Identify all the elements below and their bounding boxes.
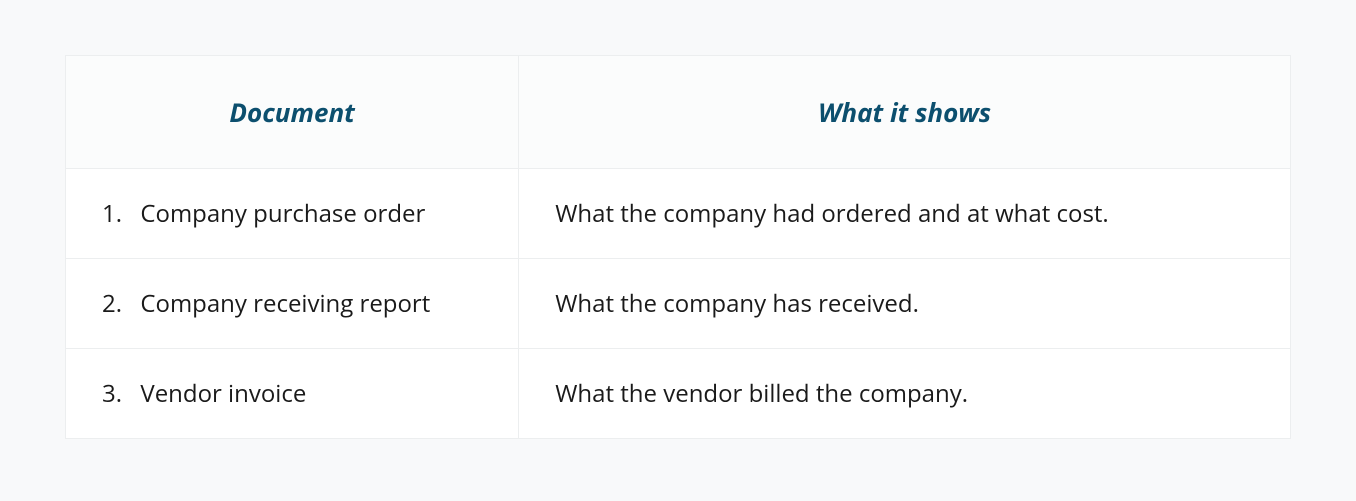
cell-document: 2.Company receiving report: [66, 259, 519, 349]
row-number: 2.: [102, 287, 140, 320]
header-what-it-shows: What it shows: [519, 56, 1291, 169]
document-name: Company receiving report: [140, 287, 430, 320]
document-name: Company purchase order: [140, 197, 425, 230]
row-number: 1.: [102, 197, 140, 230]
cell-description: What the company had ordered and at what…: [519, 169, 1291, 259]
cell-document: 3.Vendor invoice: [66, 349, 519, 439]
cell-document: 1.Company purchase order: [66, 169, 519, 259]
table-row: 3.Vendor invoice What the vendor billed …: [66, 349, 1291, 439]
cell-description: What the company has received.: [519, 259, 1291, 349]
document-name: Vendor invoice: [140, 377, 306, 410]
table-row: 1.Company purchase order What the compan…: [66, 169, 1291, 259]
documents-table: Document What it shows 1.Company purchas…: [65, 55, 1291, 439]
cell-description: What the vendor billed the company.: [519, 349, 1291, 439]
row-number: 3.: [102, 377, 140, 410]
table-row: 2.Company receiving report What the comp…: [66, 259, 1291, 349]
header-document: Document: [66, 56, 519, 169]
table-header-row: Document What it shows: [66, 56, 1291, 169]
